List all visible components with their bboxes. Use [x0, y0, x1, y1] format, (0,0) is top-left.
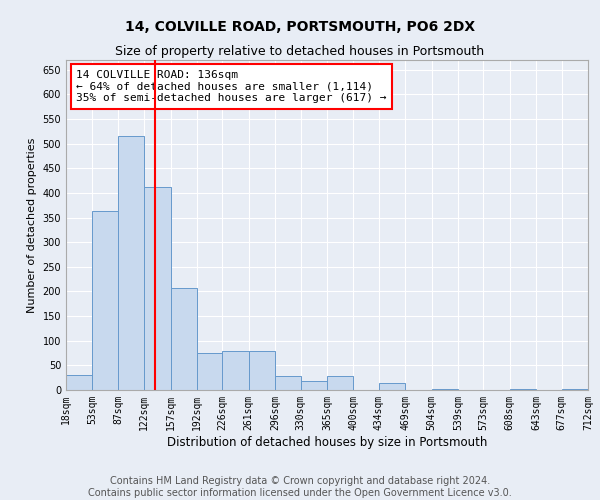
Bar: [431, 388, 458, 390]
Bar: [170, 288, 197, 390]
Bar: [223, 350, 249, 390]
Bar: [510, 388, 536, 390]
Text: Contains HM Land Registry data © Crown copyright and database right 2024.
Contai: Contains HM Land Registry data © Crown c…: [88, 476, 512, 498]
Bar: [301, 381, 327, 390]
Text: 14 COLVILLE ROAD: 136sqm
← 64% of detached houses are smaller (1,114)
35% of sem: 14 COLVILLE ROAD: 136sqm ← 64% of detach…: [76, 70, 387, 103]
Bar: [66, 375, 92, 390]
Bar: [197, 353, 223, 390]
Bar: [562, 388, 588, 390]
Text: 14, COLVILLE ROAD, PORTSMOUTH, PO6 2DX: 14, COLVILLE ROAD, PORTSMOUTH, PO6 2DX: [125, 20, 475, 34]
Bar: [275, 376, 301, 390]
X-axis label: Distribution of detached houses by size in Portsmouth: Distribution of detached houses by size …: [167, 436, 487, 448]
Bar: [118, 136, 144, 390]
Bar: [327, 376, 353, 390]
Text: Size of property relative to detached houses in Portsmouth: Size of property relative to detached ho…: [115, 45, 485, 58]
Bar: [249, 350, 275, 390]
Y-axis label: Number of detached properties: Number of detached properties: [27, 138, 37, 312]
Bar: [92, 211, 119, 390]
Bar: [144, 187, 170, 390]
Bar: [379, 382, 405, 390]
